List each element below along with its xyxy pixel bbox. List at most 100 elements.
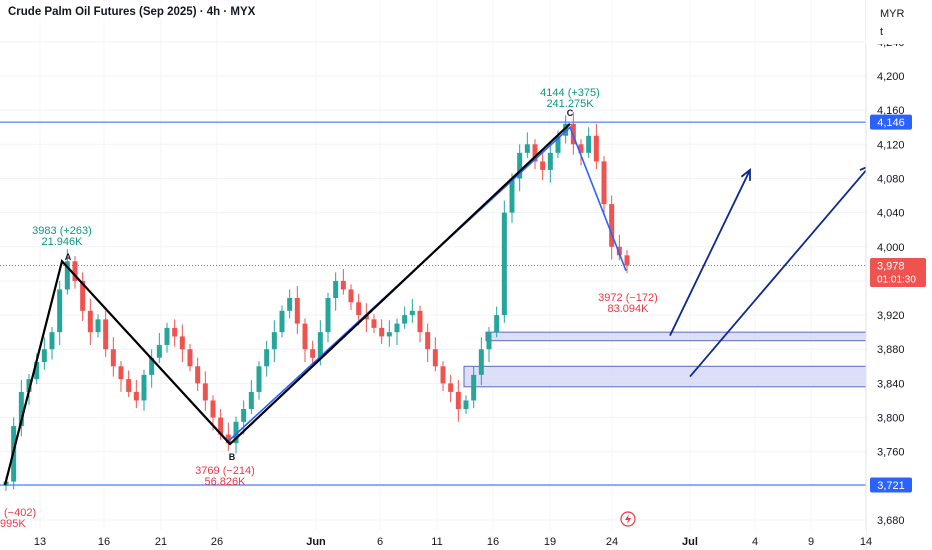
candle-body [218,417,224,435]
y-tick-label: 3,840 [877,378,905,390]
horizontal-levels [0,121,866,486]
candle-body [202,383,208,401]
left-partial-change: (−402) [4,507,36,519]
y-tick-label: 4,040 [877,208,905,220]
candle-body [241,409,247,422]
candle-body [609,204,615,247]
x-tick-label: Jul [682,536,698,548]
upper-demand-zone [485,331,867,342]
x-tick-label: 16 [487,536,499,548]
last-swing-change: 3972 (−172) [598,292,658,304]
level-badge-label: 4,146 [877,117,905,129]
candle-body [448,383,454,392]
candle-body [325,298,331,333]
y-tick-label: 3,680 [877,515,905,527]
y-tick-label: 4,160 [877,105,905,117]
candle-body [425,332,431,350]
candle-body [271,332,277,350]
pivot-c-change: 4144 (+375) [540,87,600,99]
last-swing-volume: 83.094K [608,303,650,315]
candle-body [287,298,293,311]
pivot-a-change: 3983 (+263) [32,225,92,237]
candle-body [49,332,55,350]
scale-mode-label: t [880,26,884,38]
candle-body [87,310,93,333]
candle-body [302,323,308,350]
candle-body [586,135,592,153]
candle-body [149,357,155,375]
x-tick-label: Jun [306,536,326,548]
scale-box[interactable]: MYR t [866,0,932,44]
candle-body [41,349,47,363]
candle-body [593,135,599,162]
y-tick-label: 4,000 [877,242,905,254]
time-axis[interactable]: 13 16 21 26 Jun 6 11 16 19 24 Jul 4 9 14 [0,530,872,550]
y-tick-label: 4,080 [877,173,905,185]
candle-body [340,280,346,290]
y-tick-label: 3,920 [877,310,905,322]
candle-body [624,255,630,266]
pivot-a-volume: 21.946K [42,236,84,248]
candle-body [118,366,124,380]
candle-body [179,336,185,350]
candle-body [463,400,469,409]
candle-body [478,349,484,375]
candle-body [333,280,339,298]
candle-body [156,344,162,358]
candle-body [72,261,78,281]
candle-body [317,332,323,358]
candle-body [386,332,392,337]
abc-line [3,123,571,486]
candle-body [294,298,300,324]
candle-body [532,144,538,162]
candle-body [394,323,400,333]
candle-body [195,366,201,384]
pivot-b-volume: 56.826K [205,476,247,488]
candle-body [103,319,109,350]
y-tick-label: 4,120 [877,139,905,151]
demand-zones [463,331,867,388]
time-axis-bg [0,530,866,550]
candle-body [356,302,362,316]
candle-body [501,212,507,316]
projection-arrow-short [669,169,751,336]
candle-body [80,280,86,311]
candle-body [233,421,239,444]
x-tick-label: 19 [544,536,556,548]
candle-body [164,327,170,345]
candle-body [141,374,147,401]
level-badge [870,114,912,130]
candle-body [256,366,262,392]
x-tick-label: 24 [606,536,618,548]
candle-body [126,379,132,392]
x-tick-label: 16 [98,536,110,548]
candle-body [417,310,423,333]
candle-body [509,178,515,213]
pivot-c-volume: 241.275K [546,98,594,110]
chart-title: Crude Palm Oil Futures (Sep 2025) · 4h ·… [6,6,258,18]
candle-body [110,349,116,367]
candle-body [547,152,553,170]
candle-body [540,161,546,170]
lightning-icon[interactable] [620,511,636,527]
abc-pattern [3,123,627,486]
y-tick-label: 3,800 [877,413,905,425]
candle-body [578,144,584,153]
x-tick-label: 11 [431,536,442,548]
currency-label: MYR [880,8,905,20]
projection-arrow-short-head [740,168,751,181]
candle-body [563,123,569,136]
candle-body [409,310,415,316]
x-tick-label: 13 [34,536,46,548]
candle-body [455,391,461,409]
candle-body [402,315,408,324]
pivot-b-change: 3769 (−214) [195,465,255,477]
candle-body [210,400,216,418]
current-price-badge [870,258,926,288]
y-tick-label: 3,880 [877,344,905,356]
x-tick-label: 21 [155,536,167,548]
current-price-label: 3,978 [877,261,905,273]
candle-body [26,379,32,392]
candle-body [494,315,500,333]
